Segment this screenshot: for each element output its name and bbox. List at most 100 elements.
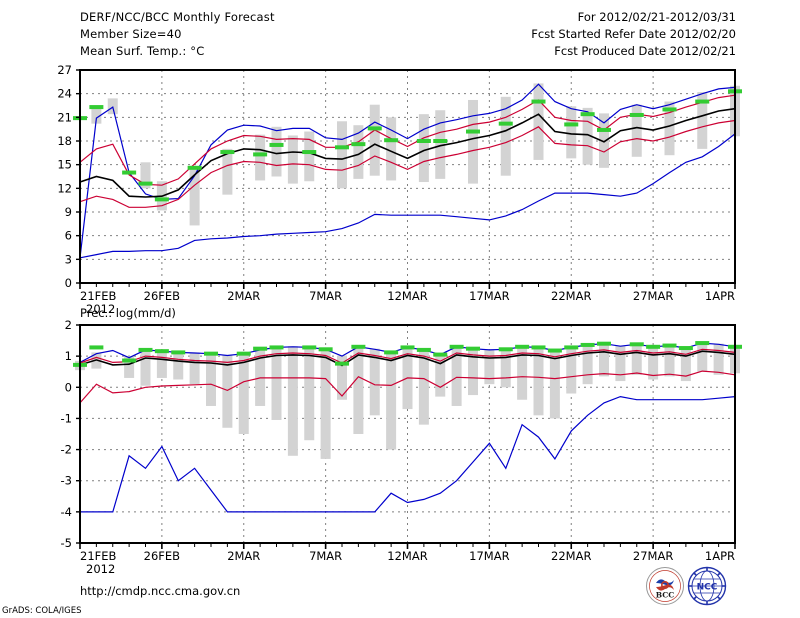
ensemble-spread-bar — [631, 104, 642, 157]
observation-marker — [597, 341, 611, 346]
ensemble-spread-bar — [337, 121, 347, 189]
ensemble-spread-bar — [664, 101, 675, 156]
observation-marker — [498, 347, 513, 352]
xtick-label-temp: 1APR — [705, 289, 735, 303]
ensemble-spread-bar — [697, 92, 708, 149]
observation-marker — [122, 358, 137, 363]
ensemble-spread-bar — [418, 114, 429, 183]
ytick-label-prec: -2 — [61, 443, 72, 457]
observation-marker — [662, 107, 677, 112]
panel-prec: -5 -4 -3 -2 -1 0 1 2 21FEB 26FEB 2MAR 7MAR 12MAR 17MA… — [61, 318, 742, 576]
ensemble-spread-bar — [615, 345, 626, 382]
ensemble-spread-bar — [599, 343, 609, 377]
ensemble-spread-bar — [599, 113, 609, 168]
xtick-label-temp: 27MAR — [633, 289, 673, 303]
page-title: DERF/NCC/BCC Monthly Forecast — [80, 10, 275, 24]
ncc-logo-text: NCC — [697, 583, 718, 593]
observation-marker — [531, 345, 546, 350]
ytick-label-prec: -1 — [61, 411, 72, 425]
observation-marker — [154, 197, 169, 202]
ensemble-spread-bar — [369, 348, 380, 416]
ensemble-spread-bar — [533, 346, 544, 416]
ensemble-spread-bar — [631, 343, 642, 375]
ensemble-spread-bar — [91, 108, 102, 124]
observation-marker — [433, 139, 448, 143]
observation-marker — [302, 345, 317, 350]
grads-credit: GrADS: COLA/IGES — [2, 606, 82, 616]
ytick-label-prec: 2 — [65, 318, 72, 332]
ensemble-spread-bar — [566, 106, 577, 159]
ytick-label-prec: -3 — [61, 474, 72, 488]
member-size-label: Member Size=40 — [80, 27, 182, 41]
observation-marker — [89, 345, 104, 350]
temp-units-label: Mean Surf. Temp.: °C — [80, 44, 205, 58]
ensemble-spread-bar — [500, 96, 511, 176]
observation-marker — [154, 349, 169, 354]
observation-marker — [695, 341, 710, 346]
ytick-label-prec: -4 — [61, 505, 72, 519]
ensemble-spread-bar — [173, 351, 184, 380]
observation-marker — [302, 150, 317, 155]
ensemble-spread-bar — [418, 349, 429, 425]
ensemble-spread-bar — [369, 104, 380, 176]
series-line-min — [80, 395, 736, 513]
observation-marker — [564, 345, 579, 350]
ensemble-spread-bar — [304, 346, 315, 441]
ensemble-spread-bar — [500, 348, 511, 388]
ensemble-spread-bar — [189, 352, 200, 385]
observation-marker — [564, 122, 579, 127]
observation-marker — [384, 138, 399, 143]
ensemble-spread-bar — [337, 355, 347, 400]
xtick-label-prec: 7MAR — [309, 549, 342, 563]
ensemble-spread-bar — [386, 117, 397, 181]
xtick-label-prec: 2MAR — [227, 549, 260, 563]
observation-marker — [515, 344, 530, 349]
precip-panel-label: Prec.: log(mm/d) — [80, 306, 176, 320]
ensemble-spread-bar — [664, 344, 675, 377]
ensemble-spread-bar — [189, 166, 200, 226]
observation-marker — [367, 126, 382, 131]
series-line-mean — [79, 350, 736, 367]
xtick-label-temp: 17MAR — [469, 289, 509, 303]
ensemble-spread-bar — [271, 126, 282, 177]
observation-marker — [138, 181, 153, 186]
ytick-label-temp: 3 — [65, 252, 72, 266]
observation-marker — [531, 99, 546, 104]
xtick-label-prec: 27MAR — [633, 549, 673, 563]
observation-marker — [433, 352, 448, 357]
xtick-label-prec: 26FEB — [144, 549, 181, 563]
ytick-label-temp: 15 — [57, 158, 72, 172]
ensemble-spread-bar — [156, 350, 167, 378]
observation-marker — [187, 165, 202, 170]
ytick-label-prec: 0 — [65, 380, 72, 394]
ensemble-spread-bar — [107, 98, 118, 115]
ensemble-spread-bar — [255, 134, 266, 181]
observation-marker — [629, 342, 644, 347]
observation-marker — [466, 346, 480, 351]
xtick-label-prec: 17MAR — [469, 549, 509, 563]
ytick-label-temp: 18 — [57, 134, 72, 148]
bcc-logo-text: BCC — [656, 591, 674, 600]
ensemble-spread-bar — [271, 346, 282, 420]
ensemble-spread-bar — [124, 356, 135, 378]
ensemble-spread-bar — [648, 346, 659, 380]
observation-marker — [335, 145, 349, 150]
ensemble-spread-bar — [353, 125, 364, 179]
observation-marker — [171, 350, 186, 355]
ensemble-spread-bar — [304, 131, 315, 182]
ytick-label-temp: 24 — [57, 87, 72, 101]
ytick-label-prec: 1 — [65, 349, 72, 363]
series-line-min — [79, 133, 736, 259]
ensemble-spread-bar — [320, 348, 331, 459]
observation-marker — [269, 142, 284, 147]
observation-marker — [138, 347, 153, 352]
cmdp-url-link[interactable]: http://cmdp.ncc.cma.gov.cn — [80, 584, 241, 598]
ytick-label-temp: 6 — [65, 229, 72, 243]
produced-date-label: Fcst Produced Date 2012/02/21 — [554, 44, 736, 58]
ytick-label-temp: 9 — [65, 205, 72, 219]
ensemble-spread-bar — [238, 353, 249, 434]
ensemble-spread-bar — [222, 148, 233, 195]
xtick-label-prec: 1APR — [705, 549, 735, 563]
ensemble-spread-bar — [468, 99, 478, 184]
